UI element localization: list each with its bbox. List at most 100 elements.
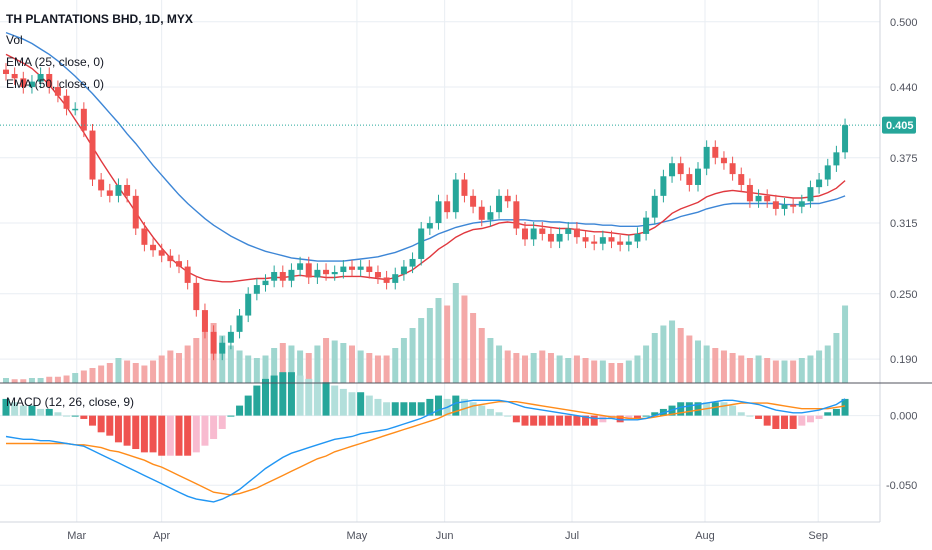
candle-body[interactable] (37, 73, 44, 82)
legend-ema50[interactable]: EMA (50, close, 0) (6, 77, 104, 91)
candle-body[interactable] (54, 87, 61, 96)
candle-body[interactable] (349, 266, 355, 270)
candle-body[interactable] (842, 125, 849, 153)
candle-body[interactable] (660, 176, 667, 196)
candle-body[interactable] (400, 266, 407, 275)
candle-body[interactable] (746, 184, 753, 202)
candle-body[interactable] (426, 223, 433, 229)
candle-body[interactable] (150, 244, 157, 251)
candle-body[interactable] (89, 130, 96, 180)
candle-body[interactable] (418, 228, 425, 259)
candle-body[interactable] (279, 272, 286, 281)
candle-body[interactable] (366, 266, 373, 273)
candle-body[interactable] (3, 69, 9, 74)
candle-body[interactable] (331, 272, 338, 275)
candle-body[interactable] (72, 108, 79, 111)
candle-body[interactable] (643, 217, 650, 234)
candle-body[interactable] (547, 233, 554, 242)
candle-body[interactable] (703, 146, 710, 169)
candle-body[interactable] (124, 184, 131, 196)
candle-body[interactable] (625, 241, 632, 245)
candle-body[interactable] (496, 195, 503, 213)
candle-body[interactable] (383, 277, 390, 283)
candle-body[interactable] (573, 228, 580, 238)
candle-body[interactable] (314, 269, 321, 278)
candle-body[interactable] (461, 179, 468, 196)
candle-body[interactable] (720, 157, 727, 164)
candle-body[interactable] (184, 266, 191, 283)
price-candles[interactable] (3, 63, 849, 361)
candle-body[interactable] (340, 266, 347, 273)
candle-body[interactable] (755, 195, 762, 202)
candle-body[interactable] (28, 81, 35, 88)
candle-body[interactable] (686, 174, 693, 185)
candle-body[interactable] (651, 195, 658, 218)
candle-body[interactable] (392, 274, 399, 283)
candle-body[interactable] (816, 179, 823, 188)
candle-body[interactable] (141, 228, 148, 245)
candle-body[interactable] (253, 285, 260, 294)
candle-body[interactable] (11, 73, 18, 79)
candle-body[interactable] (565, 228, 572, 234)
candle-body[interactable] (201, 310, 208, 332)
legend-ema25[interactable]: EMA (25, close, 0) (6, 55, 104, 69)
candle-body[interactable] (729, 163, 736, 175)
candle-body[interactable] (271, 272, 278, 281)
candle-body[interactable] (409, 258, 416, 267)
candle-body[interactable] (219, 342, 226, 354)
candle-body[interactable] (470, 195, 477, 207)
candle-body[interactable] (712, 146, 719, 158)
candle-body[interactable] (634, 233, 641, 242)
legend-macd[interactable]: MACD (12, 26, close, 9) (6, 395, 134, 409)
candle-body[interactable] (158, 250, 165, 256)
candle-body[interactable] (738, 174, 745, 185)
candle-body[interactable] (617, 241, 624, 245)
candle-body[interactable] (790, 204, 797, 207)
candle-body[interactable] (781, 204, 788, 209)
candle-body[interactable] (210, 331, 217, 354)
candle-body[interactable] (132, 195, 139, 229)
candle-body[interactable] (695, 168, 701, 185)
candle-body[interactable] (522, 228, 528, 240)
candle-body[interactable] (591, 241, 598, 244)
candle-body[interactable] (106, 190, 113, 196)
candle-body[interactable] (20, 78, 27, 88)
candle-body[interactable] (288, 269, 295, 281)
candle-body[interactable] (833, 152, 840, 166)
candle-body[interactable] (227, 331, 234, 343)
candle-body[interactable] (46, 73, 53, 88)
time-axis[interactable]: Mar Apr May Jun Jul Aug Sep (67, 530, 828, 542)
candle-body[interactable] (176, 261, 182, 267)
candle-body[interactable] (798, 201, 805, 207)
candle-body[interactable] (80, 108, 87, 131)
candle-body[interactable] (478, 206, 485, 220)
candle-body[interactable] (669, 163, 676, 177)
price-axis[interactable]: 0.500 0.440 0.375 0.315 0.250 0.190 (890, 17, 918, 366)
candle-body[interactable] (807, 187, 814, 202)
candle-body[interactable] (513, 201, 520, 229)
candle-body[interactable] (444, 201, 451, 213)
candle-body[interactable] (323, 269, 330, 275)
candle-body[interactable] (245, 293, 252, 316)
candle-body[interactable] (63, 95, 70, 109)
candle-body[interactable] (167, 255, 174, 262)
candle-body[interactable] (98, 179, 105, 191)
candle-body[interactable] (305, 263, 312, 278)
candle-body[interactable] (115, 184, 122, 196)
candle-body[interactable] (608, 237, 615, 242)
candle-body[interactable] (357, 266, 364, 270)
candle-body[interactable] (236, 315, 243, 332)
candle-body[interactable] (374, 272, 381, 278)
candle-body[interactable] (556, 233, 563, 242)
candle-body[interactable] (193, 282, 200, 311)
macd-axis[interactable]: 0.000 -0.050 (886, 411, 918, 493)
candle-body[interactable] (487, 212, 494, 220)
candle-body[interactable] (539, 228, 546, 234)
candle-body[interactable] (530, 228, 537, 240)
candle-body[interactable] (772, 201, 779, 209)
candle-body[interactable] (582, 237, 589, 242)
candle-body[interactable] (677, 163, 684, 175)
candle-body[interactable] (262, 280, 269, 286)
legend-vol[interactable]: Vol (6, 33, 23, 47)
